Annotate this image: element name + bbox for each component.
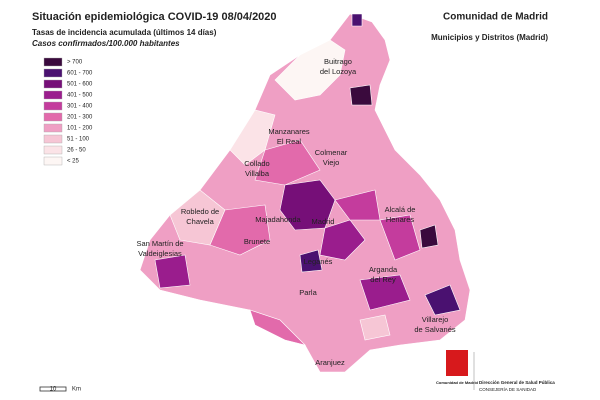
place-label: Parla bbox=[299, 288, 317, 297]
place-label: San Martín de Valdeiglesias bbox=[136, 239, 183, 258]
place-line: Buitrago bbox=[324, 57, 352, 66]
place-line: Robledo de bbox=[181, 207, 219, 216]
place-line: Arganda bbox=[369, 265, 398, 274]
place-line: Brunete bbox=[244, 237, 270, 246]
place-line: del Lozoya bbox=[320, 67, 357, 76]
area bbox=[359, 314, 391, 341]
area bbox=[249, 309, 306, 346]
place-label: Alcalá de Henares bbox=[385, 205, 416, 224]
legend-label: 101 - 200 bbox=[67, 126, 93, 132]
legend-swatch bbox=[43, 90, 63, 100]
place-line: Viejo bbox=[323, 158, 340, 167]
area bbox=[154, 254, 191, 289]
place-line: Colmenar bbox=[315, 148, 348, 157]
place-label: Buitrago del Lozoya bbox=[320, 57, 357, 76]
area bbox=[359, 274, 411, 311]
logo-flag bbox=[446, 350, 468, 376]
place-label: Majadahonda bbox=[255, 215, 301, 224]
area bbox=[424, 284, 461, 316]
title: Situación epidemiológica COVID-19 08/04/… bbox=[32, 11, 277, 23]
place-line: Henares bbox=[386, 215, 415, 224]
legend-swatch bbox=[43, 57, 63, 67]
place-labels: Buitrago del Lozoya Manzanares El Real Col… bbox=[136, 57, 455, 367]
region: Comunidad de Madrid bbox=[443, 12, 548, 23]
area bbox=[319, 219, 366, 261]
place-line: Leganés bbox=[304, 257, 333, 266]
dept: Dirección General de Salud Pública bbox=[479, 380, 555, 385]
dept2: CONSEJERÍA DE SANIDAD bbox=[479, 386, 537, 392]
place-label: Madrid bbox=[312, 217, 335, 226]
legend-label: 401 - 500 bbox=[67, 93, 93, 99]
place-line: Majadahonda bbox=[255, 215, 301, 224]
subtitle: Tasas de incidencia acumulada (últimos 1… bbox=[32, 28, 217, 37]
place-label: Collado Villalba bbox=[244, 159, 270, 178]
legend-label: < 25 bbox=[67, 159, 80, 165]
area bbox=[274, 39, 346, 101]
map bbox=[139, 13, 471, 373]
legend-label: 51 - 100 bbox=[67, 137, 90, 143]
scale-value: 10 bbox=[50, 387, 57, 393]
place-line: Villarejo bbox=[422, 315, 449, 324]
legend-swatch bbox=[43, 68, 63, 78]
legend: > 700 601 - 700 501 - 600 401 - 500 301 - 40… bbox=[43, 57, 93, 166]
place-line: Parla bbox=[299, 288, 317, 297]
place-line: del Rey bbox=[370, 275, 396, 284]
place-line: Valdeiglesias bbox=[138, 249, 182, 258]
scale-segment bbox=[39, 386, 67, 392]
scale-unit: Km bbox=[72, 387, 81, 393]
place-line: Manzanares bbox=[268, 127, 310, 136]
place-label: Robledo de Chavela bbox=[181, 207, 219, 226]
footer-logo: Comunidad de Madrid Dirección General de… bbox=[436, 350, 555, 392]
legend-label: > 700 bbox=[67, 60, 83, 66]
place-label: Colmenar Viejo bbox=[315, 148, 348, 167]
place-line: Aranjuez bbox=[315, 358, 345, 367]
place-label: Aranjuez bbox=[315, 358, 345, 367]
legend-swatch bbox=[43, 156, 63, 166]
legend-label: 26 - 50 bbox=[67, 148, 86, 154]
place-label: Brunete bbox=[244, 237, 270, 246]
place-label: Manzanares El Real bbox=[268, 127, 310, 146]
place-line: San Martín de bbox=[136, 239, 183, 248]
legend-label: 501 - 600 bbox=[67, 82, 93, 88]
legend-label: 301 - 400 bbox=[67, 104, 93, 110]
place-line: Villalba bbox=[245, 169, 270, 178]
place-line: Alcalá de bbox=[385, 205, 416, 214]
legend-label: 601 - 700 bbox=[67, 71, 93, 77]
place-line: Chavela bbox=[186, 217, 214, 226]
place-line: Collado bbox=[244, 159, 269, 168]
legend-swatch bbox=[43, 145, 63, 155]
subtitle: Casos confirmados/100.000 habitantes bbox=[32, 39, 180, 48]
scale-bar: 10 Km bbox=[39, 386, 81, 393]
place-line: de Salvanés bbox=[414, 325, 456, 334]
logo-text: Comunidad de Madrid bbox=[436, 380, 479, 385]
legend-label: 201 - 300 bbox=[67, 115, 93, 121]
place-label: Villarejo de Salvanés bbox=[414, 315, 456, 334]
legend-swatch bbox=[43, 101, 63, 111]
place-label: Leganés bbox=[304, 257, 333, 266]
area bbox=[379, 214, 421, 261]
area bbox=[229, 109, 276, 166]
place-label: Arganda del Rey bbox=[369, 265, 398, 284]
area bbox=[299, 249, 323, 273]
area bbox=[419, 224, 439, 249]
legend-swatch bbox=[43, 79, 63, 89]
area bbox=[254, 139, 321, 186]
legend-swatch bbox=[43, 134, 63, 144]
area bbox=[351, 13, 363, 27]
legend-swatch bbox=[43, 123, 63, 133]
area bbox=[349, 84, 373, 106]
place-line: El Real bbox=[277, 137, 302, 146]
legend-swatch bbox=[43, 112, 63, 122]
region-subtitle: Municipios y Distritos (Madrid) bbox=[431, 33, 548, 42]
place-line: Madrid bbox=[312, 217, 335, 226]
area bbox=[209, 204, 271, 256]
